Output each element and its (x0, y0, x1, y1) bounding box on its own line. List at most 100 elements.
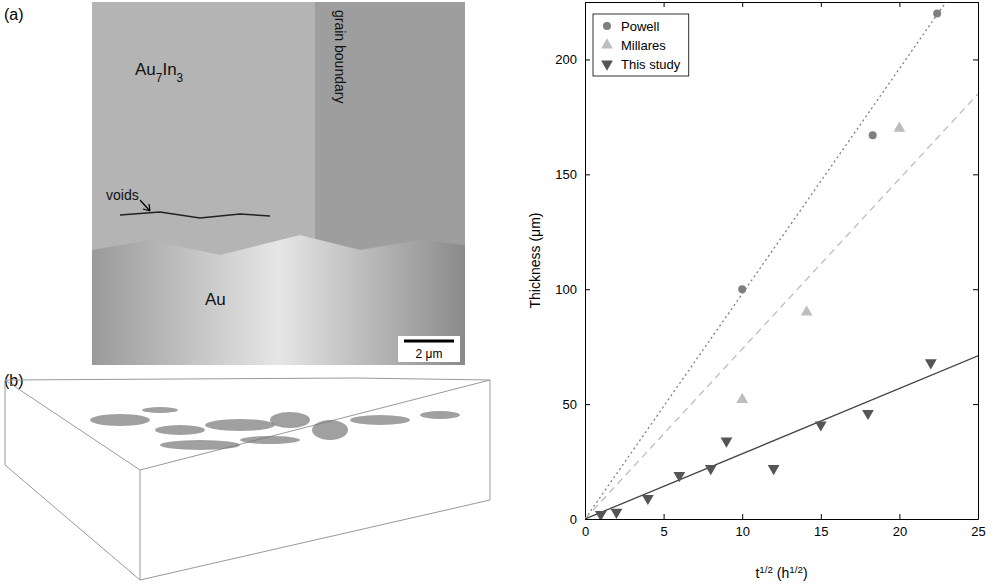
legend-marker (603, 22, 611, 30)
tick-mark (973, 59, 978, 60)
data-point (815, 421, 827, 431)
legend-label: Powell (621, 19, 659, 34)
tick (742, 2, 743, 7)
tick: 150 (555, 167, 590, 182)
render-box (5, 378, 490, 580)
axis-line (586, 519, 979, 520)
tick (821, 2, 822, 7)
tick-label: 10 (735, 524, 749, 539)
data-point (862, 410, 874, 420)
plot-area (585, 2, 978, 519)
tick: 10 (735, 514, 749, 539)
chart: 0510152025050100150200t1/2 (h1/2)Thickne… (527, 0, 986, 581)
void-blob (420, 411, 460, 419)
tick: 15 (814, 514, 828, 539)
tick (973, 519, 978, 520)
panel-b (5, 378, 490, 580)
tick (973, 404, 978, 405)
x-axis: 0510152025 (582, 514, 986, 539)
tick-mark (664, 2, 665, 7)
scale-bar (404, 340, 454, 343)
tick: 50 (563, 397, 590, 412)
tick (973, 289, 978, 290)
void-blob (350, 415, 410, 425)
tick-label: 200 (555, 52, 577, 67)
tick-mark (821, 2, 822, 7)
void-blob (90, 414, 150, 426)
au-region (92, 235, 465, 365)
tick-mark (585, 404, 590, 405)
tick-mark (585, 174, 590, 175)
data-point (933, 9, 941, 17)
tick-mark (899, 2, 900, 7)
grain-boundary-label: grain boundary (332, 10, 348, 103)
tick-mark (899, 514, 900, 519)
tick-mark (585, 519, 590, 520)
tick-label: 20 (893, 524, 907, 539)
tick-mark (973, 289, 978, 290)
tick (664, 2, 665, 7)
grain-region (315, 2, 465, 252)
data-point (595, 511, 607, 519)
axis-line (585, 3, 586, 520)
figure: Au7In3grain boundaryvoidsAu2 μm(a)(b)051… (0, 0, 998, 587)
fit-line (585, 356, 978, 519)
void-arrow (140, 200, 150, 211)
void-blob (205, 419, 275, 431)
scale-bar-label: 2 μm (416, 347, 443, 361)
legend-label: Millares (621, 38, 666, 53)
panel-a: Au7In3grain boundaryvoidsAu2 μm (92, 2, 465, 365)
data-point (869, 131, 877, 139)
data-point (768, 465, 780, 475)
x-axis-title: t1/2 (h1/2) (755, 564, 807, 582)
y-axis-right (973, 3, 979, 520)
x-axis-top (586, 2, 979, 7)
tick-label: 15 (814, 524, 828, 539)
tick-mark (664, 514, 665, 519)
legend-label: This study (621, 57, 681, 72)
tick: 0 (570, 512, 590, 527)
data-point (801, 305, 813, 315)
tick (899, 2, 900, 7)
void-blob (312, 420, 348, 440)
tick-mark (821, 514, 822, 519)
tick: 200 (555, 52, 590, 67)
void-line (120, 212, 270, 218)
tick (585, 2, 586, 7)
fit-line (585, 94, 978, 519)
voids-label: voids (106, 187, 139, 203)
tick-mark (973, 404, 978, 405)
tick (973, 59, 978, 60)
tick-mark (585, 2, 586, 7)
data-point (673, 472, 685, 482)
data-point (925, 359, 937, 369)
tick: 20 (893, 514, 907, 539)
panel-label: (a) (4, 6, 24, 23)
void-blob (155, 425, 205, 435)
tick-mark (742, 514, 743, 519)
tick-mark (585, 289, 590, 290)
legend: Powell Millares This study (593, 14, 689, 76)
scale-bar-box (398, 336, 460, 362)
axis-line (978, 3, 979, 520)
data-point (642, 495, 654, 505)
data-point (738, 285, 746, 293)
phase-label: Au7In3 (135, 60, 184, 85)
data-point (721, 437, 733, 447)
y-axis-title: Thickness (μm) (527, 213, 543, 309)
void-blob (142, 407, 178, 413)
tick-mark (973, 174, 978, 175)
legend-box (593, 14, 689, 76)
tick-label: 0 (570, 512, 577, 527)
tick-label: 0 (582, 524, 589, 539)
data-point (736, 393, 748, 403)
tick-mark (973, 519, 978, 520)
tick-mark (742, 2, 743, 7)
void-blob (270, 412, 310, 428)
tick (973, 174, 978, 175)
legend-marker (601, 61, 613, 71)
tick-label: 150 (555, 167, 577, 182)
void-blob (160, 440, 240, 450)
y-axis: 050100150200 (555, 3, 590, 527)
tick: 5 (660, 514, 667, 539)
